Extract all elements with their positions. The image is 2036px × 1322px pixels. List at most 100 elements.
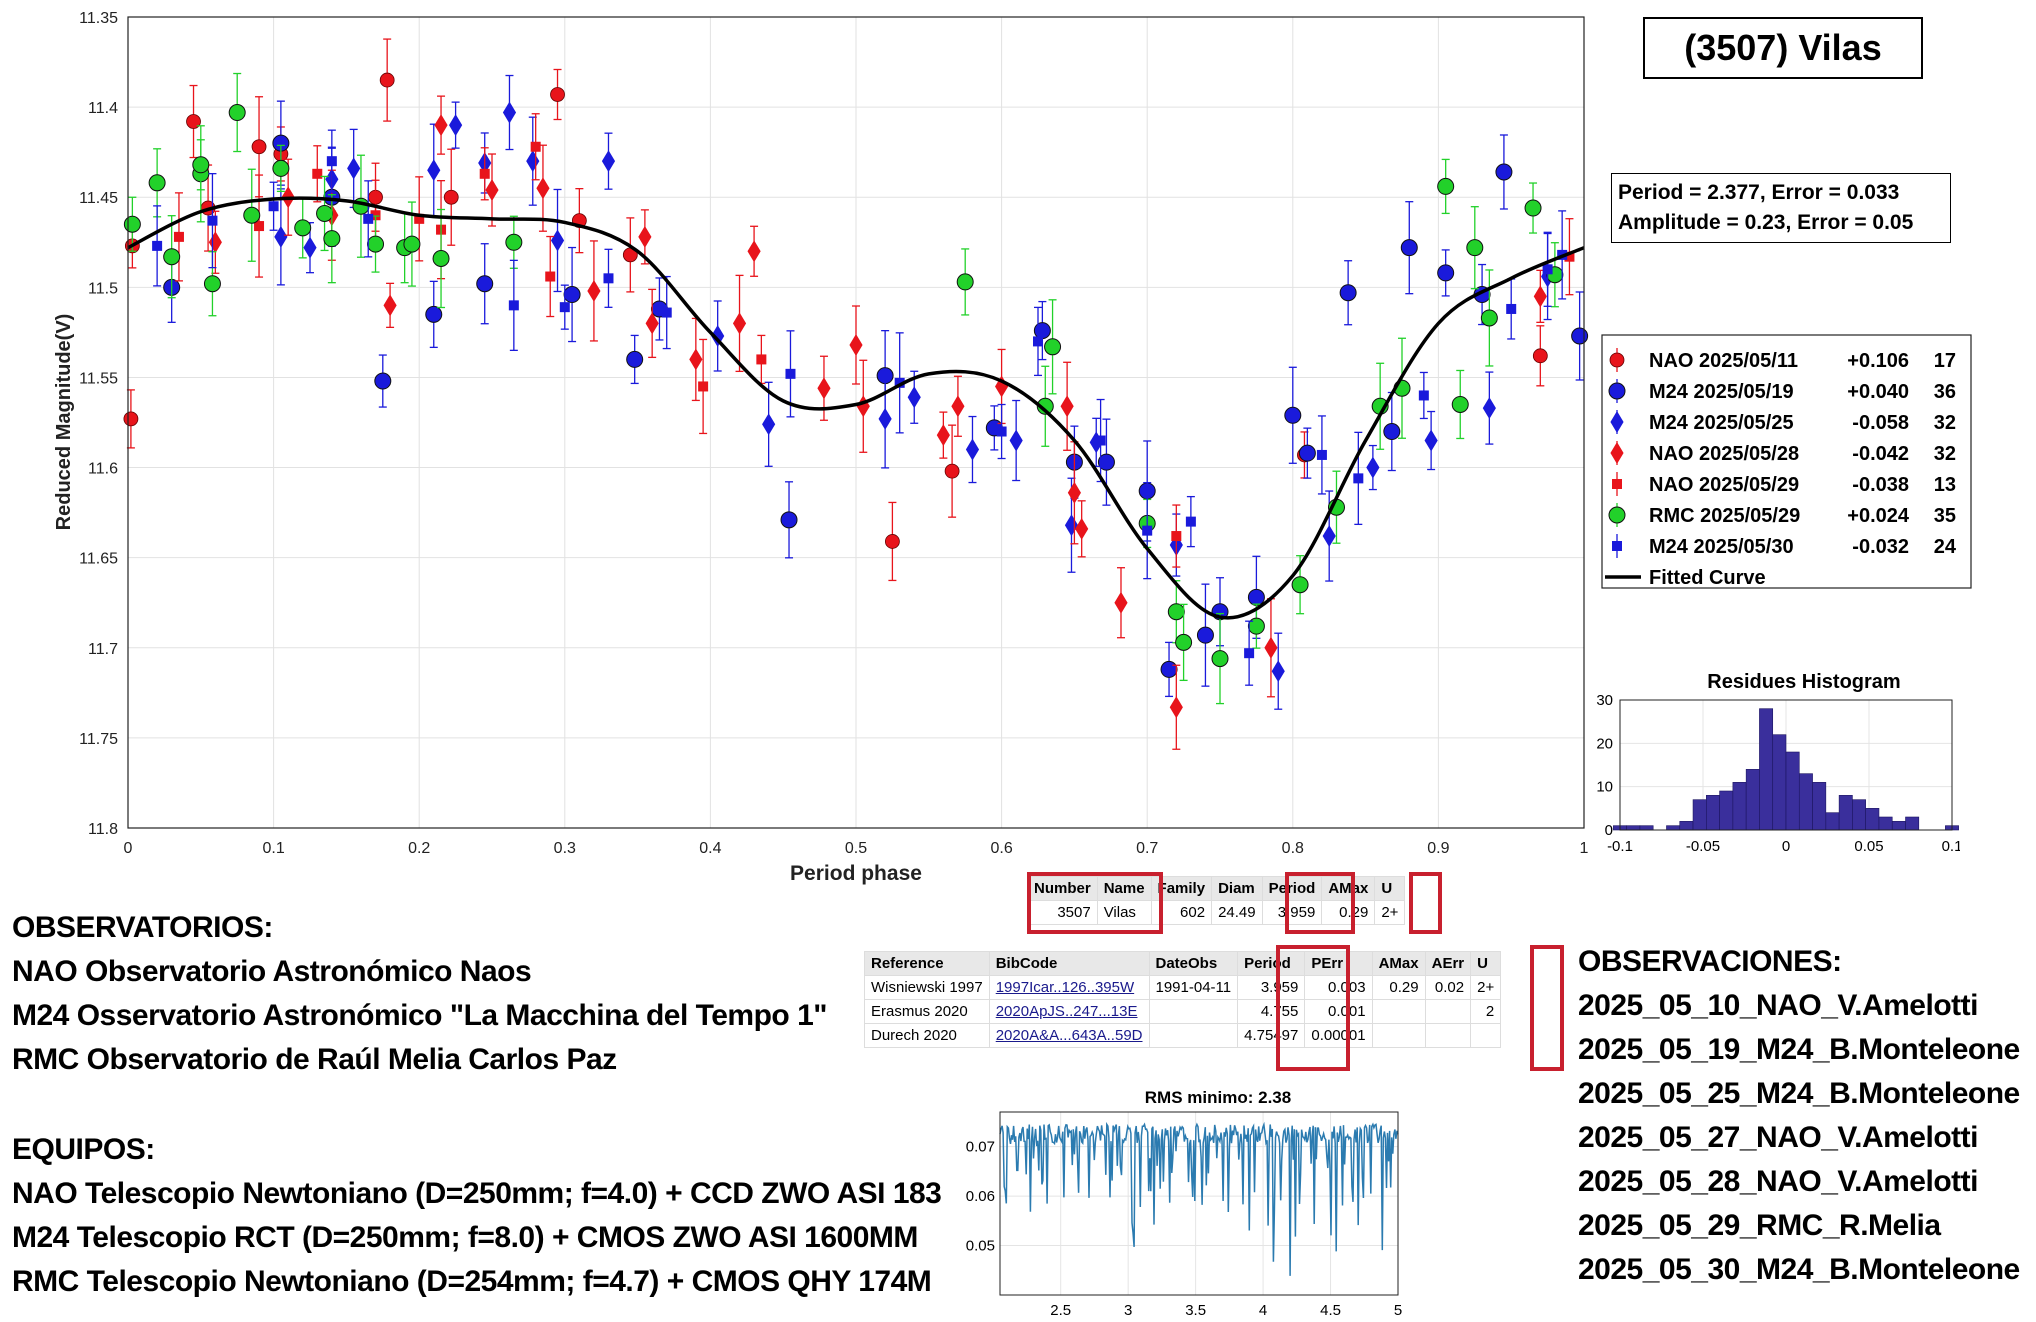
- rms-title: RMS minimo: 2.38: [1145, 1088, 1291, 1107]
- data-point: [756, 354, 767, 365]
- data-point: [1322, 525, 1336, 548]
- table-row: Erasmus 2020 2020ApJS..247...13E 4.755 0…: [864, 999, 1502, 1024]
- hist-bar: [1626, 825, 1641, 831]
- data-point: [274, 225, 288, 248]
- legend-marker: [1608, 506, 1626, 524]
- cell-period: 4.755: [1237, 999, 1306, 1024]
- hist-bar: [1772, 734, 1787, 831]
- data-point: [936, 424, 950, 447]
- data-point: [780, 511, 798, 529]
- bibcode-link[interactable]: 1997Icar..126..395W: [988, 975, 1150, 1000]
- series-5: [123, 72, 1564, 705]
- data-point: [698, 381, 709, 392]
- data-point: [1480, 309, 1498, 327]
- data-point: [434, 114, 448, 137]
- hist-bar: [1706, 795, 1720, 831]
- legend-fit-label: Fitted Curve: [1649, 567, 1766, 589]
- data-point: [254, 221, 265, 232]
- col-reference: Reference: [864, 951, 990, 976]
- rms-periodogram: RMS minimo: 2.38 2.5 3 3.5 4 4.5 5 0.05 0.06 0.…: [966, 1088, 1402, 1319]
- hist-bar: [1785, 751, 1800, 831]
- hist-bar: [1732, 782, 1747, 831]
- data-point: [272, 159, 290, 177]
- observatorios-heading: OBSERVATORIOS:: [12, 911, 273, 944]
- data-point: [1533, 285, 1547, 308]
- col-period: Period: [1261, 876, 1323, 901]
- data-point: [1175, 633, 1193, 651]
- y-tick-label: 11.65: [79, 551, 118, 568]
- bibcode-link[interactable]: 2020A&A...643A..59D: [988, 1023, 1150, 1048]
- hist-bar: [1692, 799, 1707, 831]
- col-diam: Diam: [1211, 876, 1263, 901]
- legend-count: 17: [1934, 350, 1956, 372]
- data-point: [326, 156, 337, 167]
- equipos-block: EQUIPOS: NAO Telescopio Newtoniano (D=25…: [12, 1128, 942, 1304]
- cell-u: [1470, 1023, 1502, 1048]
- col-name: Name: [1096, 876, 1152, 901]
- data-point: [1097, 453, 1115, 471]
- legend-marker: [1608, 382, 1626, 400]
- observatorio-line: RMC Observatorio de Raúl Melia Carlos Pa…: [12, 1043, 617, 1076]
- data-point: [1171, 531, 1182, 542]
- legend-marker: [1610, 442, 1624, 464]
- bibcode-link[interactable]: 2020ApJS..247...13E: [988, 999, 1150, 1024]
- data-point: [638, 225, 652, 248]
- col-u: U: [1470, 951, 1502, 976]
- data-point: [294, 219, 312, 237]
- observacion-line: 2025_05_28_NAO_V.Amelotti: [1578, 1165, 1978, 1198]
- data-point: [1033, 322, 1051, 340]
- data-point: [1298, 444, 1316, 462]
- col-amax: AMax: [1321, 876, 1376, 901]
- cell-aerr: [1424, 1023, 1472, 1048]
- rms-x-tick: 3.5: [1185, 1302, 1206, 1319]
- data-point: [367, 235, 385, 253]
- data-point: [1524, 199, 1542, 217]
- legend-label: NAO 2025/05/28: [1649, 443, 1799, 465]
- period-text: Period = 2.377, Error = 0.033: [1618, 181, 1900, 204]
- data-point: [1366, 456, 1380, 479]
- data-point: [1437, 177, 1455, 195]
- x-tick-label: 0.4: [699, 840, 721, 857]
- rms-x-tick: 4.5: [1320, 1302, 1341, 1319]
- legend-label: NAO 2025/05/29: [1649, 474, 1799, 496]
- hist-y-tick: 20: [1596, 735, 1613, 752]
- data-point: [1571, 327, 1589, 345]
- data-point: [536, 177, 550, 200]
- observatorios-block: OBSERVATORIOS: NAO Observatorio Astronóm…: [12, 906, 828, 1082]
- rms-y-tick: 0.05: [966, 1238, 995, 1255]
- legend-offset: -0.042: [1852, 443, 1909, 465]
- hist-bar: [1798, 773, 1813, 831]
- legend-marker: [1612, 541, 1622, 551]
- data-point: [383, 294, 397, 317]
- data-point: [323, 230, 341, 248]
- data-point: [347, 157, 361, 180]
- data-point: [1114, 591, 1128, 614]
- rms-y-tick: 0.06: [966, 1188, 995, 1205]
- cell-reference: Wisniewski 1997: [864, 975, 990, 1000]
- rms-x-tick: 3: [1124, 1302, 1132, 1319]
- hist-y-tick: 30: [1596, 692, 1613, 709]
- legend-count: 32: [1934, 412, 1956, 434]
- cell-amax: [1371, 1023, 1426, 1048]
- col-period: Period: [1237, 951, 1306, 976]
- x-tick-label: 0.3: [554, 840, 576, 857]
- cell-perr: 0.003: [1304, 975, 1373, 1000]
- chart-series: [123, 38, 1589, 750]
- col-aerr: AErr: [1424, 951, 1472, 976]
- x-tick-label: 0.6: [990, 840, 1012, 857]
- data-point: [425, 305, 443, 323]
- data-point: [370, 210, 381, 221]
- highlight-number-name: [1027, 872, 1163, 934]
- hist-x-tick: 0.05: [1854, 838, 1883, 855]
- data-point: [163, 248, 181, 266]
- legend-offset: -0.058: [1852, 412, 1909, 434]
- equipo-line: RMC Telescopio Newtoniano (D=254mm; f=4.…: [12, 1265, 932, 1298]
- series-3: [208, 95, 1547, 750]
- residues-histogram: Residues Histogram -0.1 -0.05 0 0.05 0.1 0 10…: [1596, 671, 1960, 855]
- x-axis-label: Period phase: [790, 862, 922, 885]
- cell-u: 2+: [1374, 900, 1406, 925]
- data-point: [645, 312, 659, 335]
- lightcurve-chart: 0 0.1 0.2 0.3 0.4 0.5 0.6 0.7 0.8 0.9 1 11.3511.41…: [53, 10, 1589, 885]
- data-point: [312, 168, 323, 179]
- x-tick-label: 0.1: [262, 840, 284, 857]
